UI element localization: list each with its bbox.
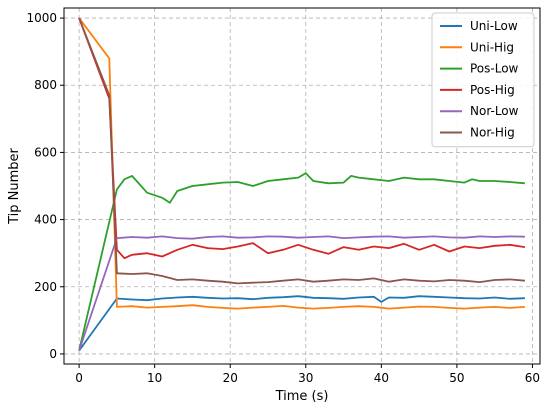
legend-label: Pos-Low — [470, 62, 519, 76]
series-lines — [78, 17, 526, 352]
series-line-uni-hig — [78, 17, 525, 310]
y-tick-label: 0 — [49, 347, 57, 361]
x-tick-label: 0 — [75, 371, 83, 385]
legend-label: Uni-Low — [470, 19, 518, 33]
series-line-nor-hig — [78, 17, 525, 285]
legend: Uni-Low Uni-Hig Pos-Low Pos-Hig Nor-Low Nor-H… — [431, 12, 535, 148]
series-line-uni-low — [78, 295, 525, 352]
legend-label: Pos-Hig — [470, 83, 515, 97]
plot-area-frame — [63, 7, 541, 365]
x-tick-label: 30 — [298, 371, 313, 385]
legend-label: Nor-Low — [470, 104, 519, 118]
y-tick-label: 400 — [34, 213, 57, 227]
y-tick-label: 800 — [34, 78, 57, 92]
legend-label: Uni-Hig — [470, 40, 514, 54]
y-tick-label: 600 — [34, 145, 57, 159]
y-axis-label: Tip Number — [7, 147, 22, 224]
x-tick-label: 10 — [147, 371, 162, 385]
legend-label: Nor-Hig — [470, 126, 515, 140]
x-tick-label: 50 — [449, 371, 464, 385]
x-tick-label: 40 — [374, 371, 389, 385]
x-tick-label: 20 — [223, 371, 238, 385]
y-tick-label: 1000 — [26, 11, 57, 25]
grid — [64, 8, 540, 364]
x-axis-label: Time (s) — [275, 389, 329, 404]
series-line-pos-low — [78, 172, 525, 351]
series-line-nor-low — [78, 235, 525, 351]
series-line-pos-hig — [78, 17, 526, 260]
x-tick-label: 60 — [525, 371, 540, 385]
y-tick-label: 200 — [34, 280, 57, 294]
